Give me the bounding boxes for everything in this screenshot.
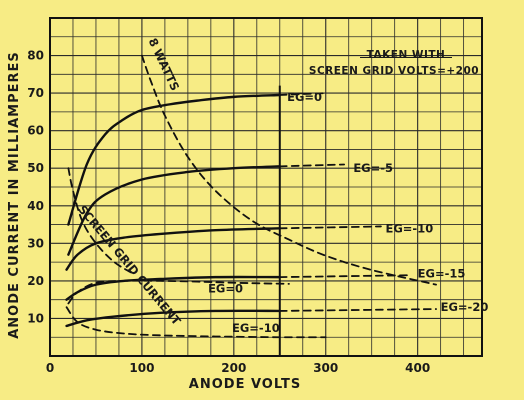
annotation-line-2: SCREEN GRID VOLTS=+200 — [309, 65, 479, 77]
series-eg-20 — [65, 309, 281, 328]
x-tick-label: 300 — [313, 361, 338, 375]
curve-label: EG=-15 — [418, 266, 466, 280]
x-tick-label: 200 — [221, 361, 246, 375]
y-axis-title: ANODE CURRENT IN MILLIAMPERES — [7, 51, 22, 339]
grid — [50, 18, 482, 356]
x-tick-label: 0 — [46, 361, 54, 375]
x-tick-label: 400 — [405, 361, 430, 375]
y-tick-label: 20 — [27, 274, 44, 288]
series-screen-grid-current — [67, 167, 134, 275]
y-tick-label: 60 — [27, 124, 44, 138]
curve-label: EG=0 — [287, 90, 322, 104]
tick-labels: 0 100 200 300 400 10 20 30 40 50 60 70 80 — [27, 49, 430, 375]
curve-label: EG=-10 — [232, 321, 280, 335]
series-5-dashed — [278, 225, 382, 230]
curve-label: EG=-5 — [353, 161, 393, 175]
annotation-line-1: TAKEN WITH — [367, 49, 446, 61]
series-13-dashed — [65, 306, 327, 339]
series-8-watts — [141, 54, 437, 286]
axes — [49, 17, 483, 357]
y-tick-label: 80 — [27, 49, 44, 63]
series-eg-5 — [67, 165, 281, 256]
x-axis-title: ANODE VOLTS — [189, 377, 301, 392]
annotation-underline-box — [360, 57, 452, 58]
series-3-dashed — [278, 163, 346, 168]
series-eg-10 — [65, 227, 281, 271]
curve-label: EG=0 — [208, 281, 243, 295]
curve-label: EG=-20 — [441, 300, 489, 314]
curve-label: EG=-10 — [385, 221, 433, 235]
series-1-dashed — [278, 92, 327, 96]
plot-frame — [49, 17, 483, 357]
curves — [65, 54, 437, 356]
series-eg-0 — [67, 93, 281, 226]
x-tick-label: 100 — [129, 361, 154, 375]
label-screen-grid-current: SCREEN GRID CURRENT — [75, 202, 183, 327]
y-tick-label: 70 — [27, 86, 44, 100]
y-tick-label: 10 — [27, 311, 44, 325]
y-tick-label: 30 — [27, 236, 44, 250]
series-12-dashed — [67, 279, 290, 305]
series-9-dashed — [278, 308, 437, 312]
y-tick-label: 40 — [27, 199, 44, 213]
series-7-dashed — [278, 274, 410, 279]
y-tick-label: 50 — [27, 161, 44, 175]
